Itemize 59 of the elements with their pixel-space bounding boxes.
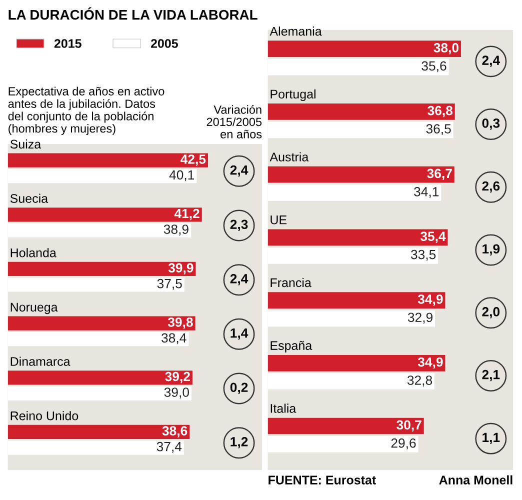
data-label: 35,4 — [420, 232, 446, 243]
text: 0,2 — [230, 382, 248, 394]
data-label: 39,8 — [168, 318, 193, 329]
data-label: 32,9 — [408, 312, 432, 324]
text: 2,1 — [482, 370, 500, 382]
y-tick-label: Dinamarca — [10, 356, 70, 366]
data-label: 39,9 — [168, 263, 194, 274]
legend-label: 2015 — [54, 39, 82, 48]
text: 1,2 — [230, 437, 248, 448]
chart-title: LA DURACIÓN DE LA VIDA LABORAL — [8, 7, 258, 20]
data-label: 37,4 — [156, 442, 182, 453]
y-tick-label: Suiza — [10, 139, 42, 149]
y-tick-label: Francia — [270, 278, 312, 288]
text: 1,4 — [230, 328, 248, 340]
legend-label: 2005 — [150, 39, 178, 48]
text: 1,9 — [482, 244, 500, 256]
data-label: 34,9 — [418, 294, 443, 306]
data-label: 37,5 — [157, 278, 182, 290]
data-label: 40,1 — [169, 170, 194, 182]
text: 2,0 — [482, 307, 500, 318]
data-label: 34,9 — [418, 357, 443, 369]
data-label: 35,6 — [422, 61, 446, 72]
data-label: 38,9 — [164, 224, 188, 236]
data-label: 33,5 — [410, 250, 436, 261]
text: 2,6 — [482, 181, 500, 193]
text: Anna Monell — [439, 475, 512, 484]
data-label: 36,5 — [426, 124, 451, 136]
data-label: 42,5 — [180, 154, 206, 166]
data-label: 36,8 — [428, 106, 453, 118]
data-label: 34,1 — [414, 187, 439, 198]
data-label: 41,2 — [174, 208, 200, 220]
y-tick-label: Holanda — [10, 248, 56, 258]
text: 2,4 — [230, 274, 248, 286]
y-tick-label: Alemania — [270, 26, 322, 36]
y-tick-label: Portugal — [270, 89, 316, 102]
data-label: 29,6 — [391, 438, 416, 450]
data-label: 32,8 — [407, 376, 432, 386]
data-label: 30,7 — [396, 420, 422, 432]
data-label: 38,4 — [162, 333, 186, 344]
data-label: 38,0 — [434, 43, 458, 54]
y-tick-label: España — [270, 340, 312, 352]
data-label: 39,2 — [165, 372, 190, 384]
source-note: FUENTE: Eurostat — [268, 476, 376, 484]
y-tick-label: Reino Unido — [10, 411, 78, 420]
data-label: 38,6 — [162, 426, 188, 438]
y-tick-label: Suecia — [10, 194, 48, 203]
y-tick-label: Noruega — [10, 302, 58, 314]
text: 2,4 — [230, 165, 248, 177]
text: 2,3 — [230, 220, 248, 231]
text: 1,1 — [482, 432, 500, 444]
data-label: 39,0 — [164, 388, 189, 398]
text: 0,3 — [482, 118, 500, 130]
y-tick-label: Italia — [270, 404, 296, 413]
text: Variación 2015/2005 en años — [206, 105, 262, 138]
y-tick-label: Austria — [270, 152, 309, 162]
data-label: 36,7 — [427, 168, 452, 180]
chart-subtitle: Expectativa de años en activo antes de la jubilación. Datos del conjunto de la población (hombres y mujeres) — [8, 86, 164, 135]
text: 2,4 — [482, 56, 500, 67]
y-tick-label: UE — [270, 216, 287, 224]
